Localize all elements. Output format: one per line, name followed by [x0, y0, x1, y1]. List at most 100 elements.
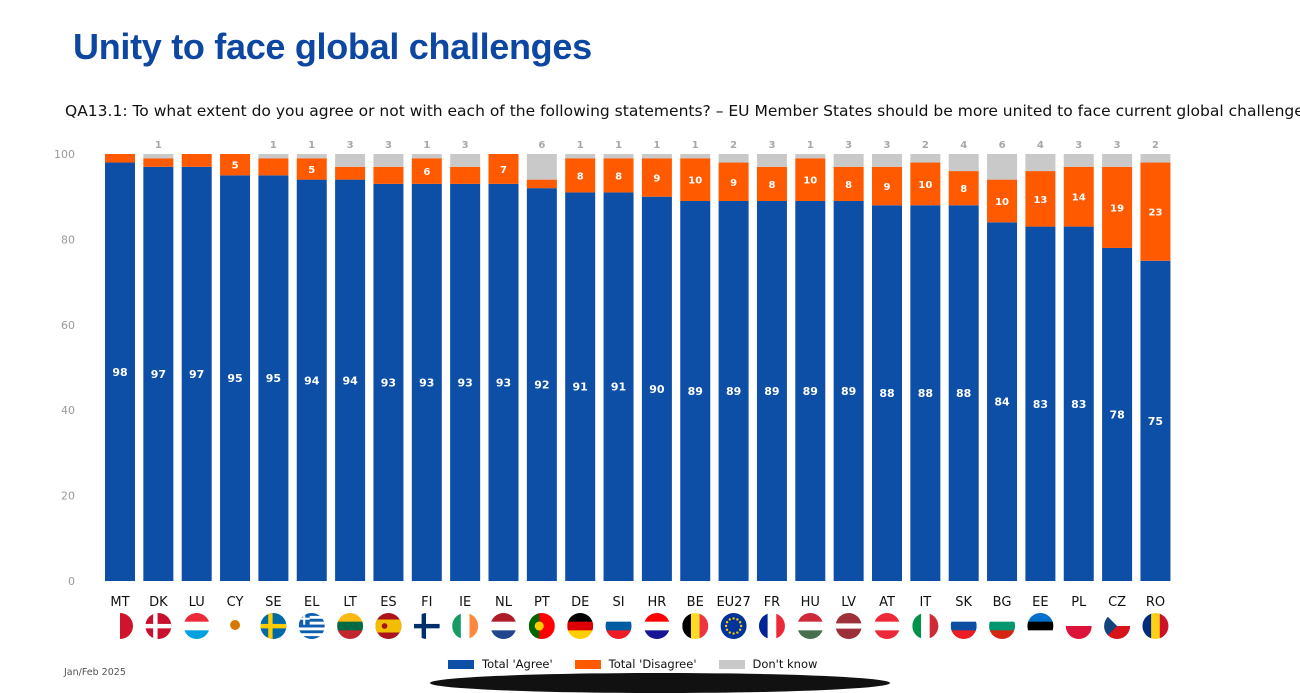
bar-dont-know — [948, 154, 979, 172]
category-label: IT — [919, 595, 931, 610]
data-label-dont-know: 1 — [270, 140, 277, 151]
bar-disagree — [335, 166, 366, 180]
flag-netherlands-icon — [490, 613, 517, 639]
data-label-dont-know: 1 — [308, 140, 315, 151]
category-label: DE — [571, 595, 589, 610]
data-label-dont-know: 6 — [538, 140, 545, 151]
data-label-agree: 93 — [457, 376, 472, 389]
bar-agree — [143, 166, 174, 581]
data-label-agree: 83 — [1033, 398, 1048, 411]
data-label-agree: 88 — [956, 387, 971, 400]
data-label-disagree: 9 — [653, 173, 660, 184]
bar-dont-know — [603, 154, 634, 159]
flag-romania-icon — [1142, 613, 1169, 639]
bar-agree — [258, 175, 289, 581]
bar-disagree — [1140, 162, 1171, 261]
data-label-dont-know: 1 — [615, 140, 622, 151]
data-label-agree: 75 — [1148, 415, 1163, 428]
chart-legend: Total 'Agree' Total 'Disagree' Don't kno… — [448, 657, 839, 671]
bar-disagree — [718, 162, 749, 201]
bar-dont-know — [910, 154, 941, 163]
bar-dont-know — [143, 154, 174, 159]
y-tick-label: 20 — [61, 490, 75, 503]
data-label-dont-know: 3 — [845, 140, 852, 151]
data-label-agree: 93 — [496, 376, 511, 389]
y-tick-label: 60 — [61, 319, 75, 332]
data-label-dont-know: 3 — [884, 140, 891, 151]
bar-disagree — [680, 158, 711, 201]
data-label-agree: 88 — [918, 387, 933, 400]
bar-dont-know — [565, 154, 596, 159]
flag-czechia-icon — [1104, 613, 1131, 639]
data-label-agree: 95 — [227, 372, 242, 385]
bar-disagree — [872, 166, 902, 206]
decorative-arc — [430, 673, 890, 693]
bar-agree — [1102, 247, 1133, 581]
flag-slovenia-icon — [605, 613, 632, 639]
flag-ireland-icon — [452, 613, 479, 639]
bar-dont-know — [756, 154, 787, 167]
data-label-agree: 91 — [573, 381, 588, 394]
data-label-dont-know: 1 — [155, 140, 162, 151]
data-label-disagree: 19 — [1110, 203, 1124, 214]
category-label: EE — [1032, 595, 1048, 610]
data-label-agree: 98 — [112, 366, 127, 379]
legend-item-agree: Total 'Agree' — [448, 657, 553, 671]
bar-agree — [987, 222, 1018, 581]
bar-agree — [641, 196, 672, 581]
y-tick-label: 0 — [68, 575, 75, 588]
flag-belgium-icon — [682, 613, 709, 639]
bar-dont-know — [411, 154, 442, 159]
data-label-disagree: 9 — [730, 178, 737, 189]
bar-disagree — [565, 158, 596, 193]
flag-greece-icon — [298, 613, 325, 639]
flag-eu-icon — [720, 613, 747, 639]
y-tick-label: 80 — [61, 233, 75, 246]
category-label: CZ — [1108, 595, 1126, 610]
bar-dont-know — [258, 154, 289, 159]
flag-denmark-icon — [145, 613, 172, 639]
data-label-agree: 89 — [688, 385, 703, 398]
bar-agree — [603, 192, 634, 581]
category-label: IE — [459, 595, 471, 610]
flag-malta-icon — [107, 613, 133, 639]
category-label: FR — [764, 595, 781, 610]
bar-disagree — [948, 171, 979, 206]
data-label-disagree: 10 — [995, 197, 1009, 208]
legend-swatch-disagree — [574, 659, 601, 669]
flag-poland-icon — [1065, 613, 1092, 639]
data-label-disagree: 8 — [768, 180, 775, 191]
bar-dont-know — [641, 154, 672, 159]
data-label-dont-know: 3 — [347, 140, 354, 151]
category-label: LU — [189, 595, 205, 610]
category-label: HR — [647, 595, 666, 610]
data-label-dont-know: 2 — [730, 140, 737, 151]
flag-latvia-icon — [835, 613, 862, 639]
data-label-dont-know: 4 — [1037, 140, 1044, 151]
data-label-dont-know: 1 — [692, 140, 699, 151]
bar-disagree — [105, 154, 135, 163]
bar-disagree — [1063, 166, 1094, 227]
stacked-bar-chart: 02040608010098MT971DK97LU955CY951SE9451E… — [54, 140, 1171, 639]
bar-agree — [833, 200, 864, 581]
data-label-agree: 83 — [1071, 398, 1086, 411]
bar-agree — [220, 175, 251, 581]
data-label-agree: 91 — [611, 381, 626, 394]
data-label-dont-know: 1 — [653, 140, 660, 151]
bar-agree — [680, 200, 711, 581]
category-label: SI — [613, 595, 625, 610]
category-label: EU27 — [716, 595, 750, 610]
bar-disagree — [220, 154, 251, 176]
category-label: LV — [841, 595, 856, 610]
data-label-dont-know: 3 — [385, 140, 392, 151]
legend-label-agree: Total 'Agree' — [482, 657, 553, 671]
bar-disagree — [258, 158, 289, 176]
chart-question: QA13.1: To what extent do you agree or n… — [65, 102, 1300, 120]
data-label-agree: 84 — [994, 396, 1010, 409]
data-label-agree: 78 — [1109, 408, 1124, 421]
data-label-disagree: 14 — [1072, 193, 1086, 204]
bar-dont-know — [526, 154, 557, 180]
data-label-dont-know: 3 — [1075, 140, 1082, 151]
data-label-agree: 90 — [649, 383, 665, 396]
legend-item-dont-know: Don't know — [718, 657, 817, 671]
